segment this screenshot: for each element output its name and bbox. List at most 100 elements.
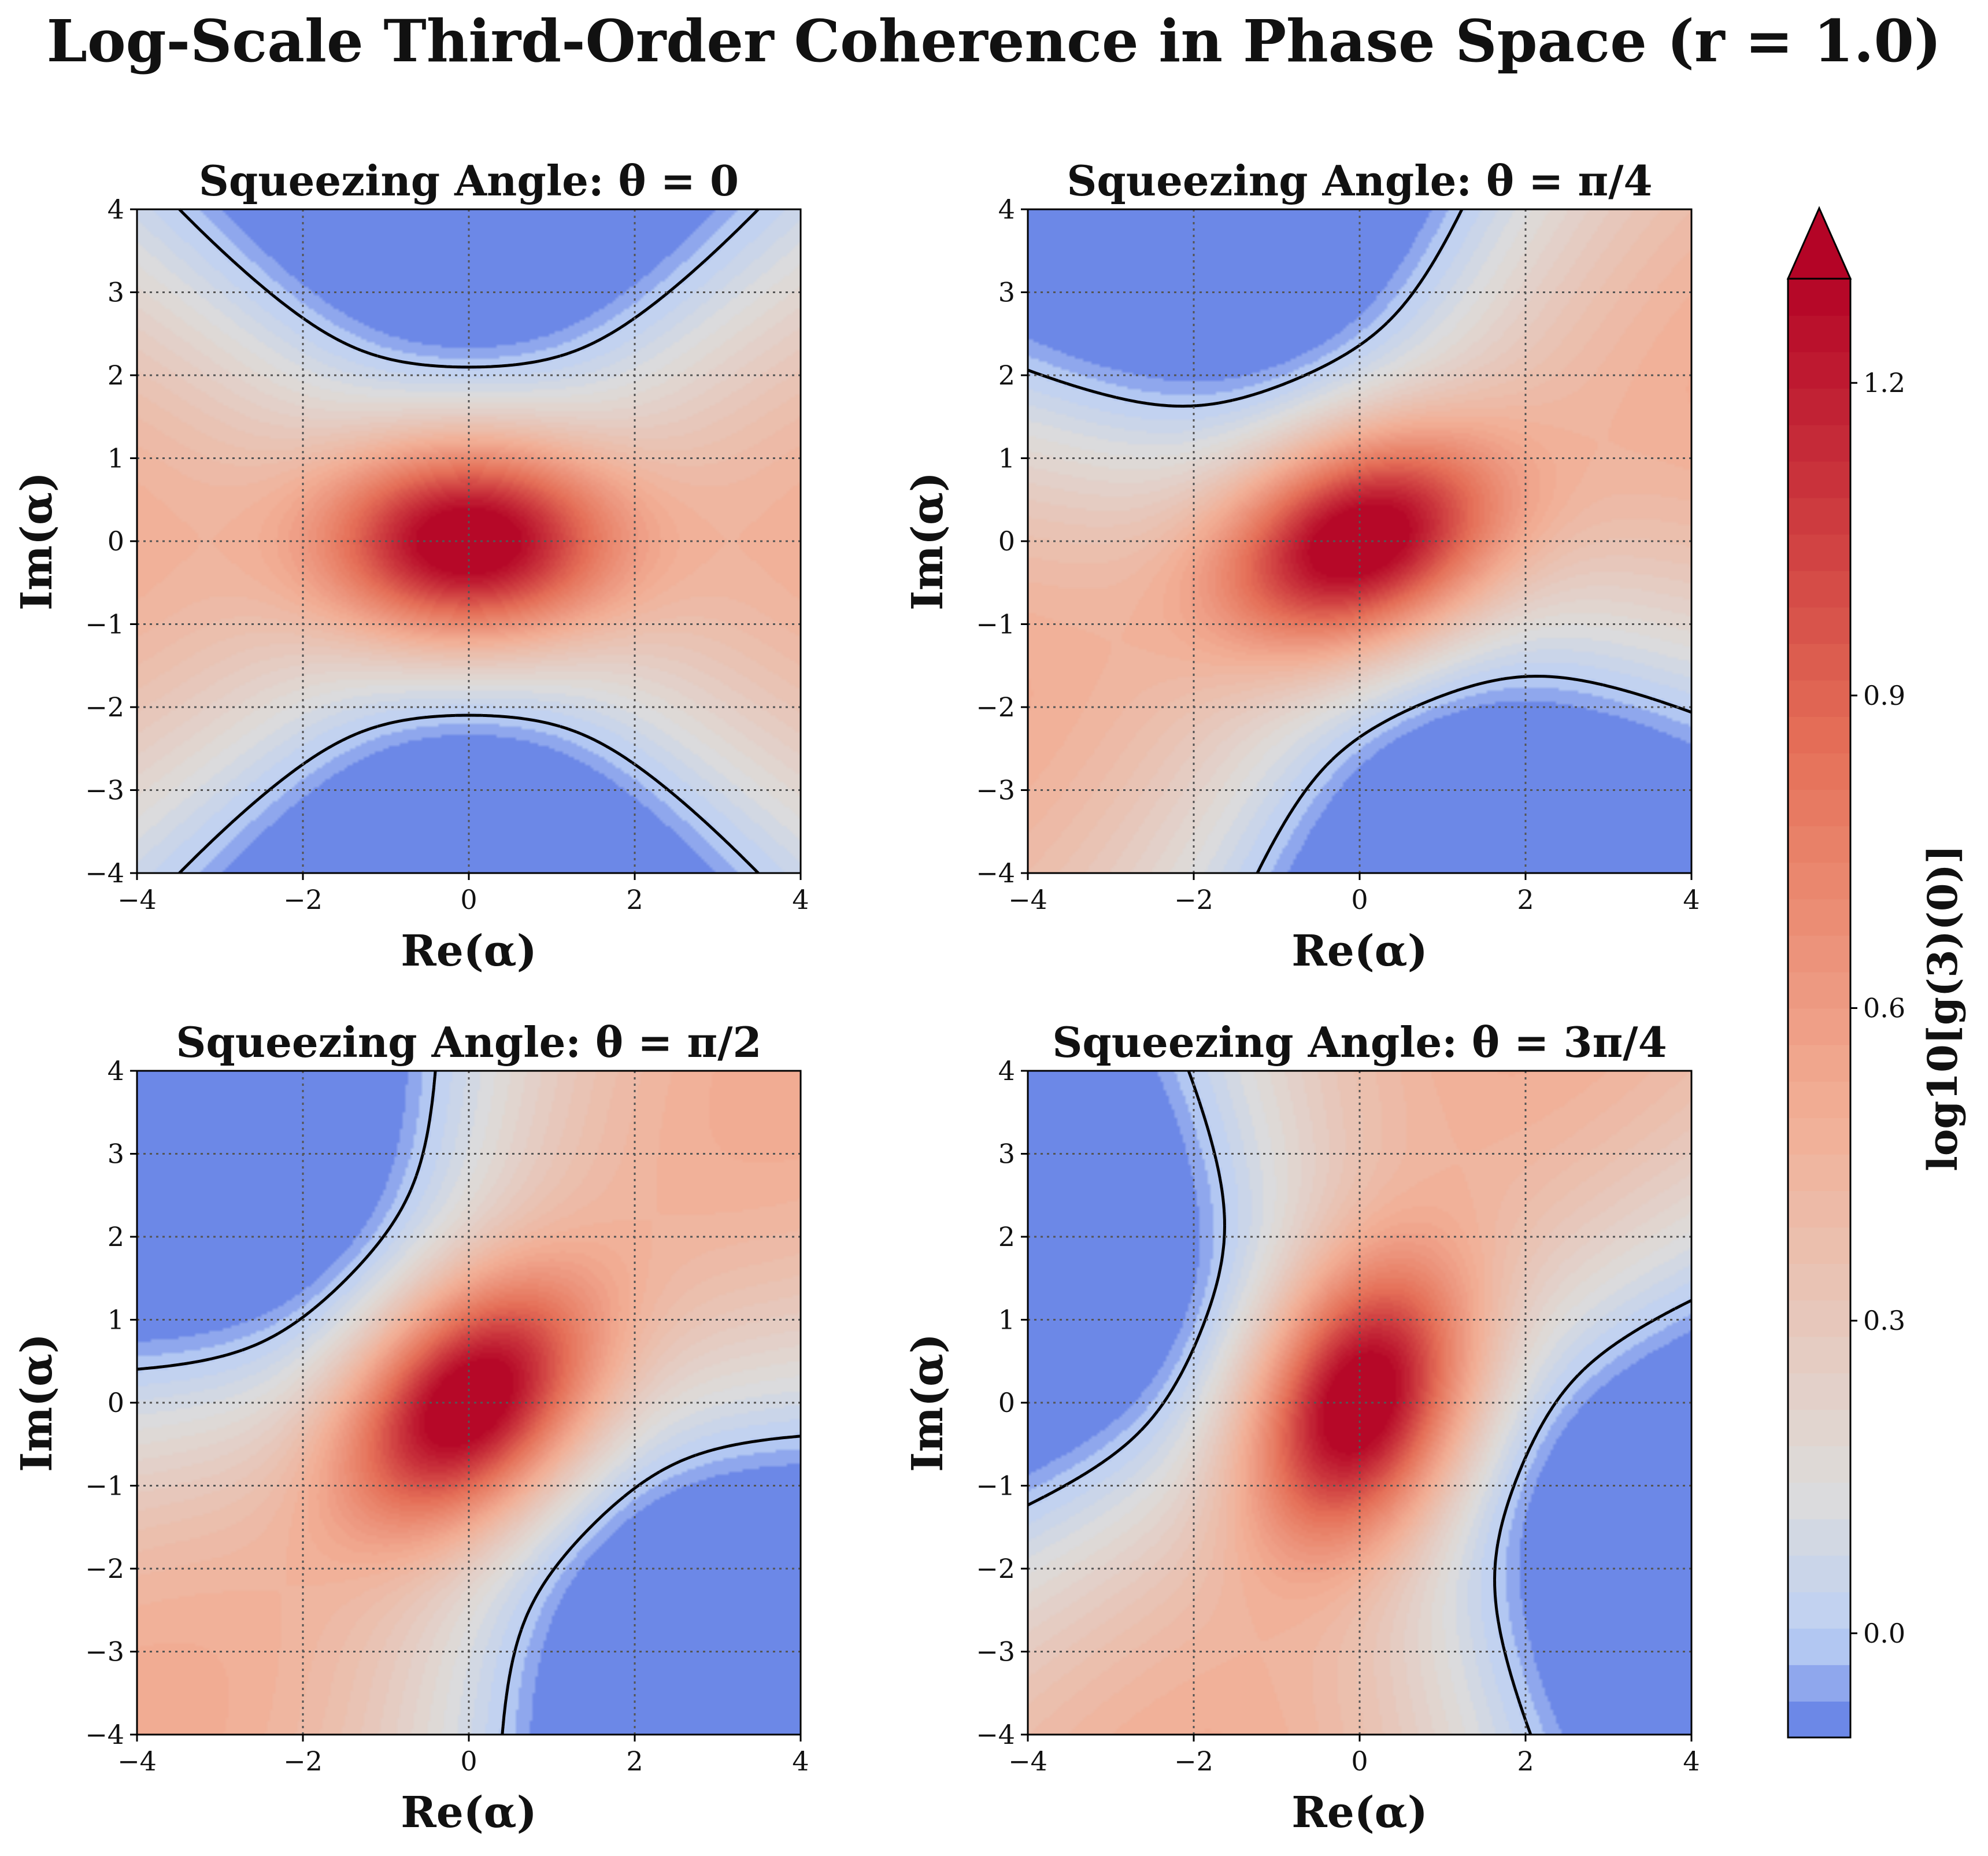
y-tick-label: −1: [976, 609, 1015, 640]
colorbar-band: [1788, 388, 1850, 426]
y-tick-label: 1: [998, 1304, 1015, 1336]
y-tick-label: 4: [998, 1055, 1015, 1086]
panel-title: Squeezing Angle: θ = 0: [199, 156, 739, 205]
colorbar-band: [1788, 826, 1850, 863]
colorbar-tick-label: 0.3: [1863, 1305, 1905, 1336]
x-tick-label: −2: [1174, 884, 1213, 915]
colorbar-band: [1788, 899, 1850, 936]
y-tick-label: −1: [976, 1470, 1015, 1502]
colorbar-band: [1788, 1482, 1850, 1519]
x-tick-label: −2: [283, 884, 323, 915]
colorbar-band: [1788, 315, 1850, 353]
y-tick-label: 2: [108, 360, 124, 391]
x-tick-label: 2: [626, 1746, 643, 1777]
colorbar-label: log10[g(3)(0)]: [1919, 845, 1967, 1171]
x-tick-label: 0: [1351, 1746, 1368, 1777]
y-tick-label: 2: [108, 1221, 124, 1252]
colorbar: 0.0 0.3 0.6 0.9 1.2 log10[g(3)(0)]: [1786, 206, 1967, 1739]
colorbar-band: [1788, 352, 1850, 389]
colorbar-extend-arrow: [1786, 206, 1852, 280]
y-tick-label: −2: [85, 692, 124, 723]
zero-contour: [136, 1070, 801, 1735]
y-tick-label: 3: [108, 277, 124, 308]
colorbar-tick-label: 0.0: [1863, 1618, 1905, 1649]
colorbar-band: [1788, 1445, 1850, 1483]
colorbar-band: [1788, 1700, 1850, 1738]
colorbar-band: [1788, 643, 1850, 681]
x-axis-label: Re(α): [401, 926, 537, 976]
y-axis-label: Im(α): [12, 1333, 62, 1472]
x-tick-label: −2: [1174, 1746, 1213, 1777]
y-tick-label: 2: [998, 360, 1015, 391]
colorbar-band: [1788, 1664, 1850, 1702]
x-tick-label: 4: [792, 884, 809, 915]
colorbar-band: [1788, 1300, 1850, 1337]
y-tick-label: −2: [976, 692, 1015, 723]
colorbar-tick-label: 1.2: [1863, 367, 1905, 398]
colorbar-band: [1788, 1336, 1850, 1374]
colorbar-band: [1788, 1153, 1850, 1191]
colorbar-band: [1788, 461, 1850, 498]
y-tick-label: −1: [85, 1470, 124, 1502]
colorbar-band: [1788, 424, 1850, 462]
colorbar-band: [1788, 1518, 1850, 1556]
y-tick-label: −4: [85, 1719, 124, 1750]
y-tick-label: −1: [85, 609, 124, 640]
colorbar-band: [1788, 1081, 1850, 1118]
colorbar-band: [1788, 1263, 1850, 1301]
colorbar-band: [1788, 1008, 1850, 1045]
panel-4: −4 −2 0 2 4 −4 −3 −2 −1 0 1 2 3 4 Squeezing Angle: θ =…: [903, 1018, 1700, 1837]
panel-title: Squeezing Angle: θ = 3π/4: [1052, 1018, 1667, 1067]
x-tick-label: −2: [283, 1746, 323, 1777]
colorbar-band: [1788, 716, 1850, 753]
x-tick-label: −4: [1008, 884, 1047, 915]
y-tick-label: −4: [976, 857, 1015, 889]
colorbar-band: [1788, 789, 1850, 827]
colorbar-band: [1788, 1373, 1850, 1410]
x-axis-label: Re(α): [1291, 926, 1428, 976]
x-tick-label: 0: [460, 1746, 477, 1777]
colorbar-band: [1788, 935, 1850, 973]
y-tick-label: −3: [85, 775, 124, 806]
colorbar-tick-label: 0.6: [1863, 993, 1905, 1024]
y-tick-label: 3: [998, 1138, 1015, 1170]
y-tick-label: −2: [85, 1553, 124, 1584]
y-tick-label: −4: [85, 857, 124, 889]
x-tick-label: 0: [1351, 884, 1368, 915]
colorbar-band: [1788, 679, 1850, 717]
colorbar-band: [1788, 1628, 1850, 1665]
y-tick-label: 3: [108, 1138, 124, 1170]
colorbar-band: [1788, 1044, 1850, 1082]
y-tick-label: −3: [85, 1636, 124, 1668]
y-tick-label: 0: [108, 526, 124, 557]
x-tick-label: 4: [792, 1746, 809, 1777]
x-tick-label: −4: [1008, 1746, 1047, 1777]
x-tick-label: 2: [626, 884, 643, 915]
panel-title: Squeezing Angle: θ = π/2: [176, 1018, 761, 1067]
colorbar-band: [1788, 862, 1850, 900]
colorbar-band: [1788, 570, 1850, 608]
panel-1: −4 −2 0 2 4 −4 −3 −2 −1 0 1 2 3 4 Squeezing Angle: θ =…: [12, 156, 809, 976]
y-tick-label: 4: [108, 1055, 124, 1086]
panel-3: −4 −2 0 2 4 −4 −3 −2 −1 0 1 2 3 4 Squeezing Angle: θ =…: [12, 1018, 809, 1837]
zero-contour: [178, 208, 760, 874]
y-tick-label: 1: [108, 1304, 124, 1336]
y-tick-label: −4: [976, 1719, 1015, 1750]
figure-title: Log-Scale Third-Order Coherence in Phase…: [46, 7, 1942, 75]
panel-title: Squeezing Angle: θ = π/4: [1067, 156, 1652, 205]
y-axis-label: Im(α): [903, 1333, 953, 1472]
colorbar-band: [1788, 534, 1850, 571]
y-tick-label: −2: [976, 1553, 1015, 1584]
x-tick-label: 2: [1517, 1746, 1534, 1777]
y-tick-label: −3: [976, 775, 1015, 806]
colorbar-band: [1788, 1226, 1850, 1265]
x-tick-label: 4: [1683, 1746, 1700, 1777]
y-tick-label: 1: [998, 443, 1015, 474]
y-tick-label: −3: [976, 1636, 1015, 1668]
x-axis-label: Re(α): [1291, 1788, 1428, 1837]
colorbar-band: [1788, 279, 1850, 316]
colorbar-band: [1788, 1409, 1850, 1447]
y-axis-label: Im(α): [903, 472, 953, 611]
x-tick-label: −4: [117, 1746, 157, 1777]
